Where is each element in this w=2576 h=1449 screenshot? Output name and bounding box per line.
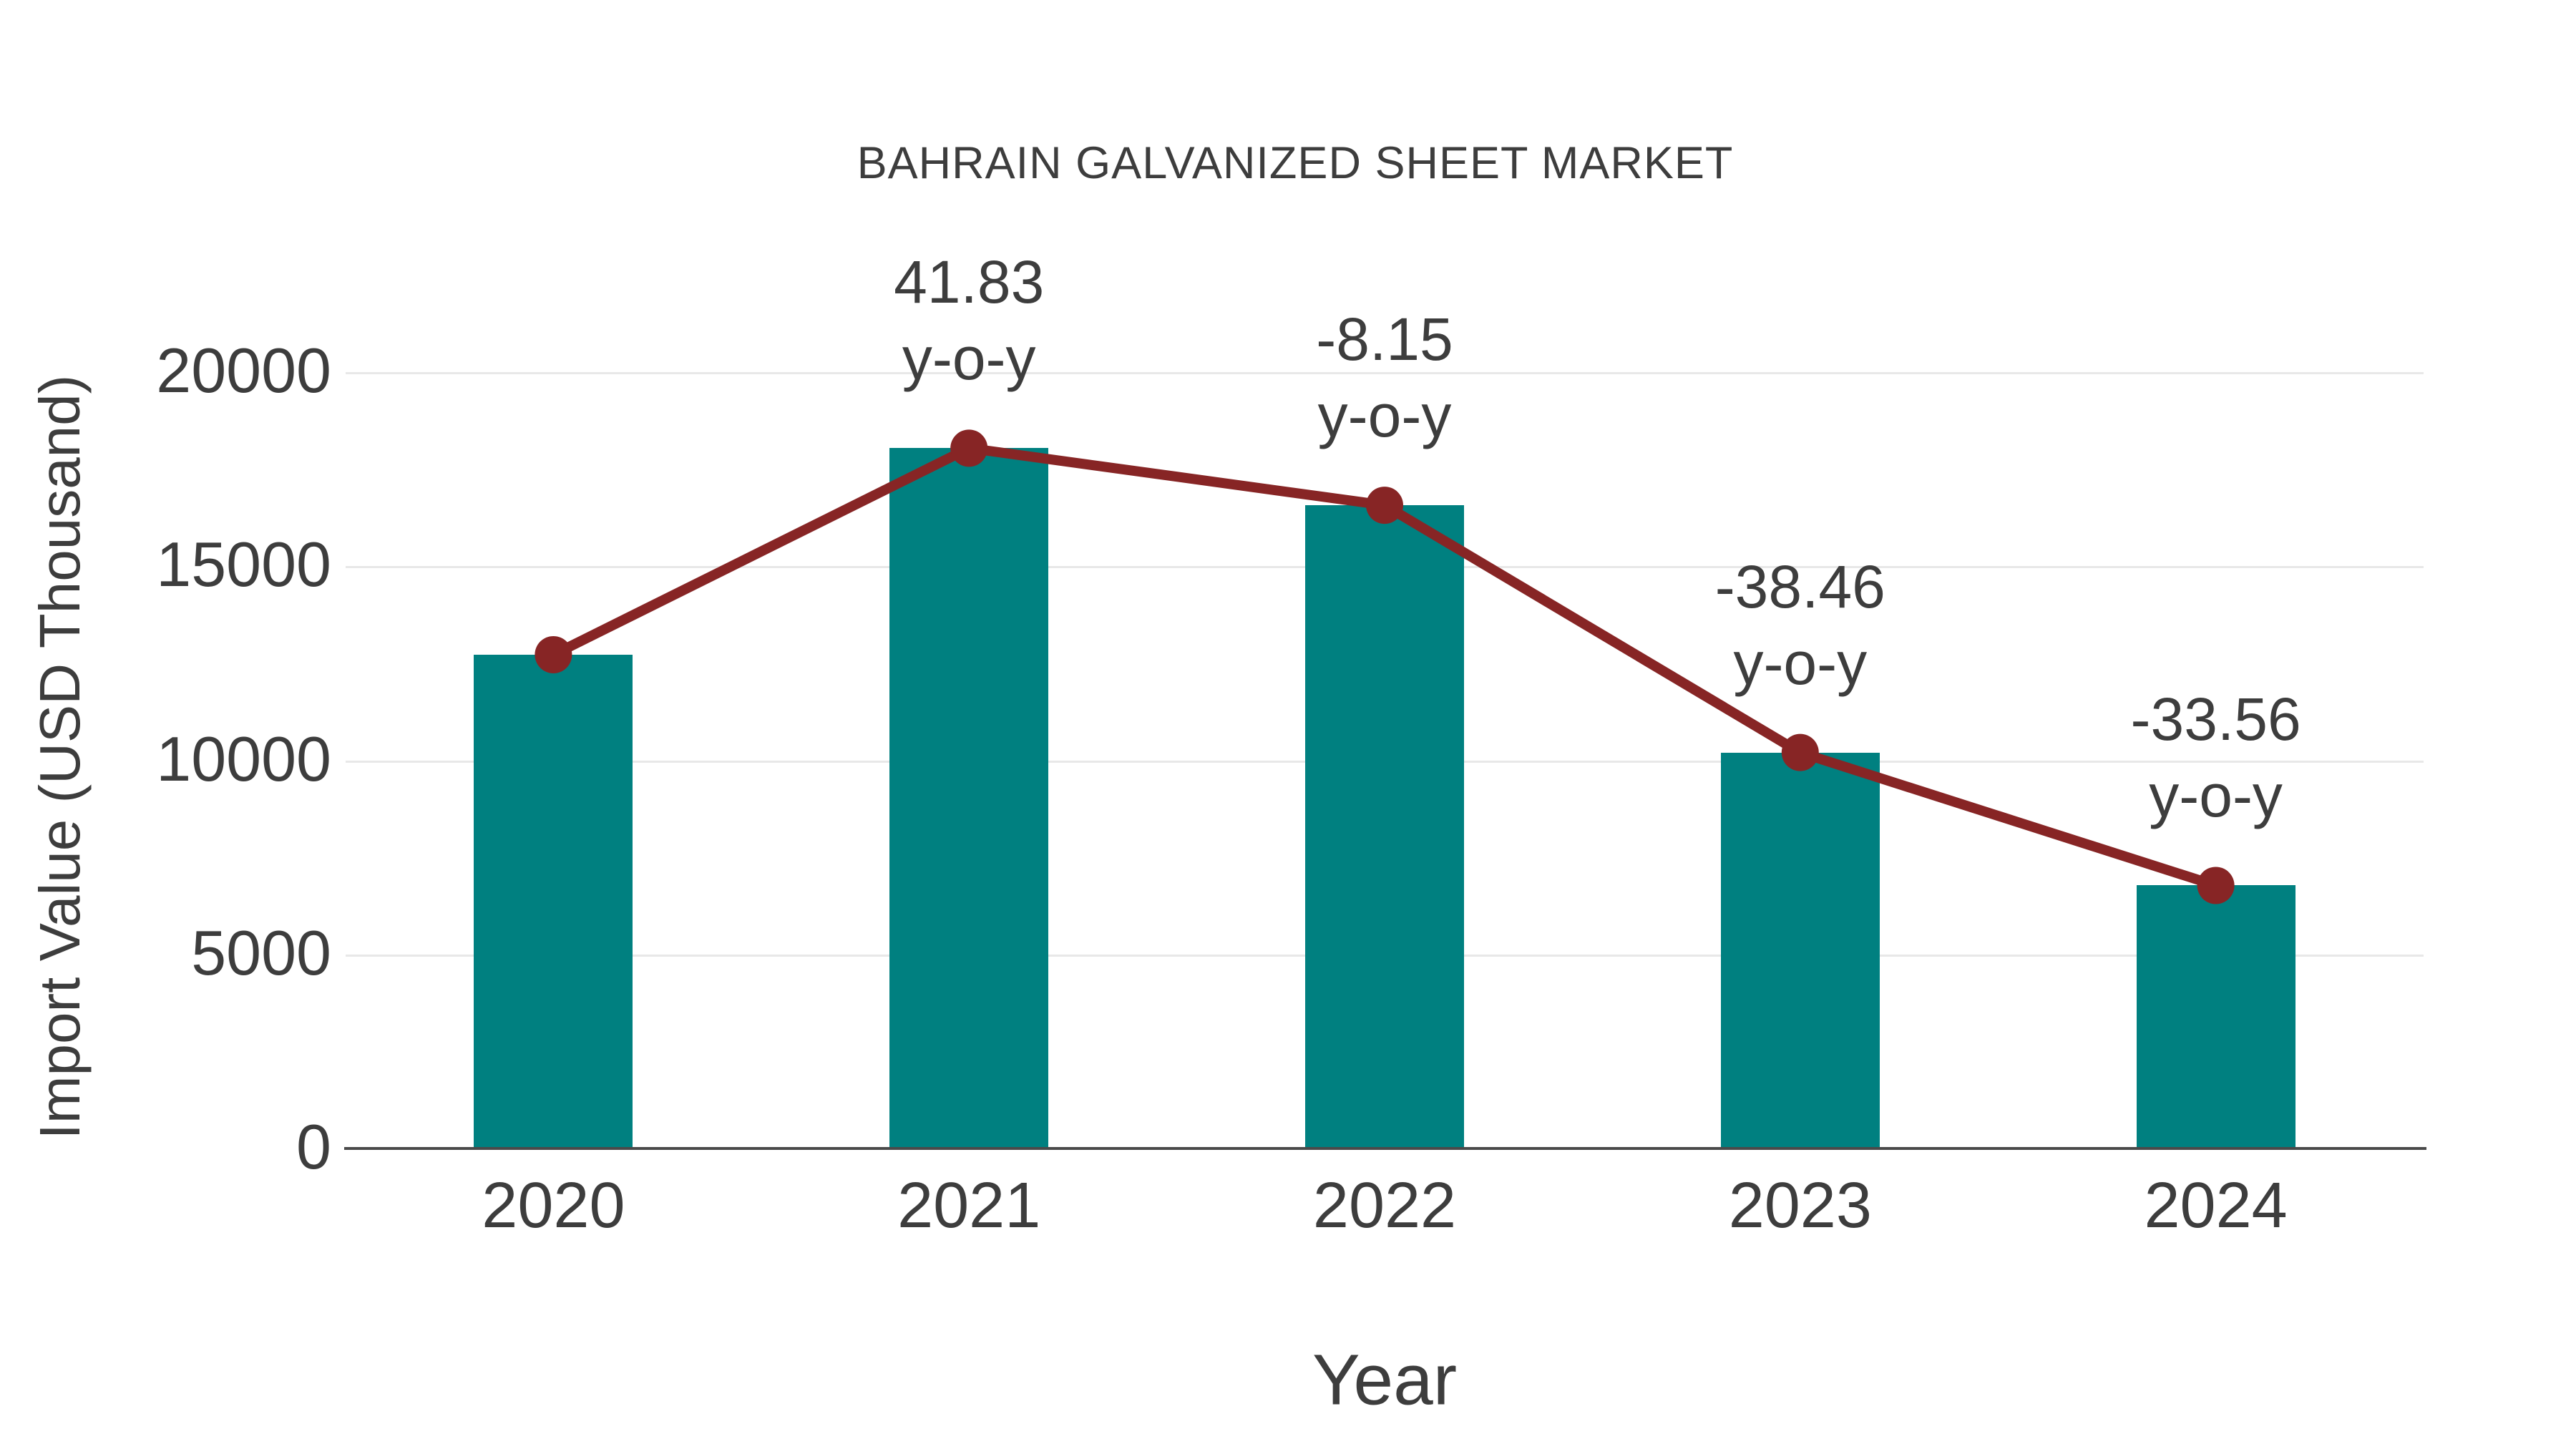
chart-title: BAHRAIN GALVANIZED SHEET MARKET bbox=[857, 138, 1734, 188]
yoy-suffix-label: y-o-y bbox=[902, 325, 1036, 393]
yoy-value-label: -38.46 bbox=[1714, 552, 1885, 620]
yoy-suffix-label: y-o-y bbox=[1733, 629, 1868, 697]
x-tick-label-2021: 2021 bbox=[897, 1170, 1041, 1241]
y-tick-label-5000: 5000 bbox=[191, 917, 331, 988]
gridline-20000 bbox=[346, 372, 2424, 374]
x-tick-label-2020: 2020 bbox=[482, 1170, 625, 1241]
bar-2023 bbox=[1720, 752, 1880, 1148]
yoy-suffix-label: y-o-y bbox=[1317, 382, 1452, 450]
yoy-annotation-2023: -38.46 y-o-y bbox=[1715, 549, 1885, 702]
y-tick-label-10000: 10000 bbox=[156, 723, 331, 794]
yoy-value-label: -8.15 bbox=[1316, 306, 1453, 374]
bar-2020 bbox=[474, 654, 633, 1148]
x-tick-label-2024: 2024 bbox=[2144, 1170, 2288, 1241]
yoy-annotation-2024: -33.56 y-o-y bbox=[2131, 681, 2301, 834]
x-axis-title: Year bbox=[1312, 1340, 1458, 1420]
y-tick-label-20000: 20000 bbox=[156, 334, 331, 406]
y-tick-label-15000: 15000 bbox=[156, 529, 331, 600]
bar-2024 bbox=[2136, 885, 2296, 1148]
x-tick-label-2023: 2023 bbox=[1728, 1170, 1872, 1241]
x-axis-line bbox=[344, 1147, 2426, 1150]
x-tick-label-2022: 2022 bbox=[1312, 1170, 1457, 1241]
yoy-annotation-2022: -8.15 y-o-y bbox=[1316, 301, 1453, 454]
yoy-annotation-2021: 41.83 y-o-y bbox=[894, 244, 1044, 397]
yoy-value-label: -33.56 bbox=[2130, 686, 2301, 753]
y-axis-title: Import Value (USD Thousand) bbox=[28, 374, 92, 1140]
bar-2021 bbox=[889, 448, 1049, 1148]
yoy-suffix-label: y-o-y bbox=[2149, 762, 2283, 830]
bar-2022 bbox=[1305, 505, 1464, 1148]
yoy-value-label: 41.83 bbox=[894, 248, 1045, 316]
y-tick-label-0: 0 bbox=[296, 1111, 331, 1182]
